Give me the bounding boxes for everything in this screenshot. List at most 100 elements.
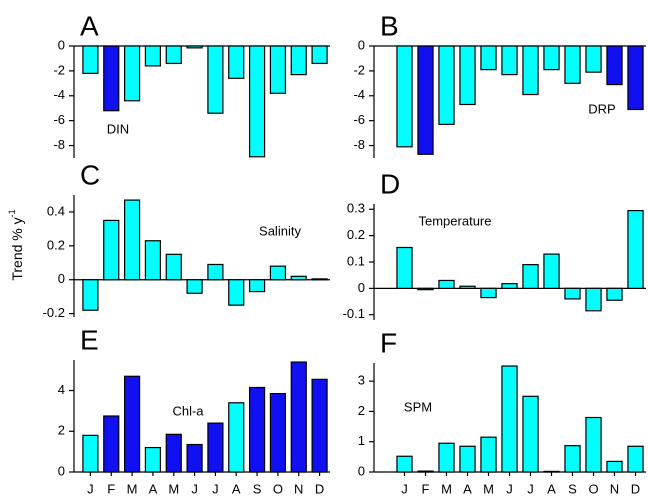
y-tick-label: -0.1 — [343, 306, 365, 321]
bar — [207, 263, 224, 281]
panel-letter: C — [80, 159, 100, 190]
panel-letter: A — [80, 10, 99, 41]
bar — [543, 45, 560, 71]
bar — [269, 265, 287, 281]
bar — [248, 45, 266, 158]
x-tick-label: M — [441, 481, 452, 496]
bar — [123, 199, 141, 281]
bar — [165, 433, 182, 473]
y-tick-label: -0.2 — [43, 305, 65, 320]
x-tick-label: J — [212, 481, 219, 496]
bar — [144, 240, 162, 281]
y-tick-label: 0 — [58, 271, 65, 286]
bar — [459, 445, 476, 473]
y-tick-label: -6 — [353, 112, 365, 127]
bar — [501, 283, 518, 289]
bar — [396, 246, 413, 289]
bar — [123, 375, 141, 473]
bar — [311, 278, 328, 281]
x-tick-label: D — [631, 481, 640, 496]
bar — [311, 378, 328, 473]
bar — [417, 45, 434, 155]
bar — [627, 445, 644, 473]
bar — [228, 45, 245, 79]
bar — [248, 279, 266, 293]
bar — [438, 45, 455, 126]
bar — [627, 209, 644, 289]
bar — [269, 45, 287, 94]
bar — [522, 264, 539, 289]
x-tick-label: J — [191, 481, 198, 496]
x-tick-label: S — [568, 481, 577, 496]
x-tick-label: D — [315, 481, 324, 496]
bar — [396, 45, 413, 148]
panel-letter: B — [380, 10, 399, 41]
bar — [123, 45, 141, 102]
panel-label: Temperature — [419, 213, 492, 228]
bar — [165, 253, 182, 281]
bar — [585, 45, 602, 73]
bar — [103, 415, 120, 473]
y-tick-label: -4 — [353, 87, 365, 102]
y-tick-label: 0 — [358, 280, 365, 295]
y-tick-label: 0 — [358, 463, 365, 478]
x-tick-label: A — [463, 481, 472, 496]
bar — [480, 287, 497, 299]
bar — [396, 455, 413, 473]
y-tick-label: 0.2 — [47, 237, 65, 252]
x-tick-label: J — [401, 481, 408, 496]
x-tick-label: N — [610, 481, 619, 496]
bar — [480, 436, 497, 473]
y-tick-label: 4 — [58, 382, 65, 397]
x-tick-label: M — [483, 481, 494, 496]
bar — [248, 386, 266, 473]
panel-letter: E — [80, 324, 99, 355]
bar — [438, 279, 455, 289]
panel-label: DIN — [107, 121, 129, 136]
bar — [543, 253, 560, 289]
bar — [564, 287, 581, 300]
bar — [564, 445, 581, 473]
bar — [480, 45, 497, 71]
bar — [186, 45, 203, 49]
bar — [207, 422, 224, 473]
x-tick-label: F — [107, 481, 115, 496]
x-tick-label: A — [232, 481, 241, 496]
x-tick-label: S — [253, 481, 262, 496]
bar — [564, 45, 581, 84]
bar — [103, 45, 120, 112]
x-tick-label: A — [149, 481, 158, 496]
y-tick-label: 0.4 — [47, 203, 65, 218]
y-tick-label: -6 — [53, 112, 65, 127]
bar — [606, 287, 623, 301]
panel-letter: D — [380, 168, 400, 199]
y-tick-label: 2 — [58, 423, 65, 438]
bar — [228, 279, 245, 306]
x-tick-label: M — [127, 481, 138, 496]
bar — [606, 45, 623, 86]
bar — [606, 460, 623, 473]
bar — [186, 443, 203, 473]
bar — [522, 395, 539, 473]
y-tick-label: -8 — [353, 137, 365, 152]
bar — [585, 287, 602, 312]
y-label-exponent: -1 — [7, 209, 17, 217]
bar — [290, 45, 307, 76]
bar — [417, 287, 434, 291]
x-tick-label: M — [168, 481, 179, 496]
bar — [103, 219, 120, 281]
y-tick-label: -2 — [53, 62, 65, 77]
bar — [311, 45, 328, 65]
panel-label: DRP — [588, 101, 615, 116]
bar — [207, 45, 224, 114]
bar — [82, 434, 99, 473]
bar — [186, 279, 203, 294]
panel-label: SPM — [404, 399, 432, 414]
y-tick-label: -2 — [353, 62, 365, 77]
x-tick-label: A — [547, 481, 556, 496]
y-tick-label: 0.2 — [347, 227, 365, 242]
x-tick-label: J — [527, 481, 534, 496]
y-label: Trend % y-1 — [7, 209, 24, 280]
bar — [417, 470, 434, 473]
